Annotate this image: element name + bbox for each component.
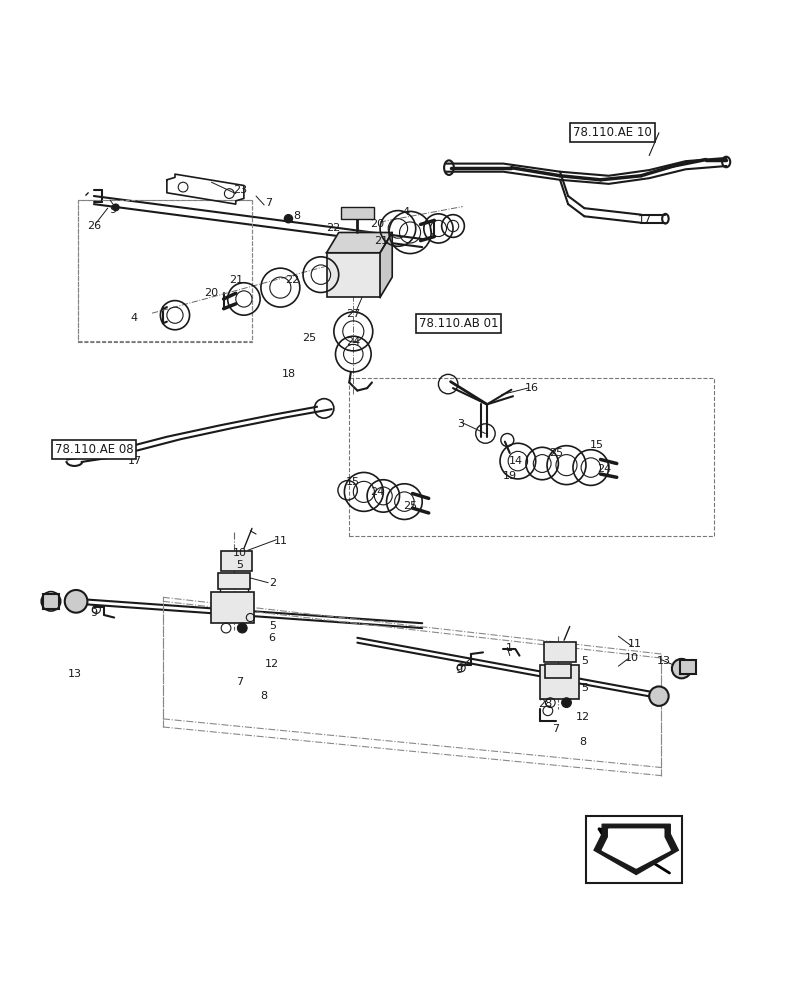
Text: 24: 24 (597, 464, 611, 474)
Text: 8: 8 (578, 737, 586, 747)
Text: 25: 25 (548, 448, 562, 458)
Text: 3: 3 (457, 419, 464, 429)
Bar (341, 207, 373, 219)
Text: 2: 2 (268, 578, 276, 588)
Text: 14: 14 (508, 456, 521, 466)
Text: 20: 20 (204, 288, 218, 298)
Text: 12: 12 (265, 659, 279, 669)
Text: 20: 20 (370, 219, 384, 229)
Text: 7: 7 (264, 198, 272, 208)
Text: 8: 8 (293, 211, 300, 221)
Bar (586, 816, 680, 883)
Text: 19: 19 (502, 471, 516, 481)
Text: 4: 4 (402, 207, 409, 217)
Bar (326, 253, 380, 297)
Circle shape (561, 698, 571, 708)
Bar (543, 642, 576, 662)
Text: 9: 9 (90, 608, 97, 618)
Text: 23: 23 (233, 185, 247, 195)
Text: 7: 7 (551, 724, 559, 734)
Text: 8: 8 (260, 691, 268, 701)
Text: 15: 15 (589, 440, 603, 450)
Text: 18: 18 (281, 369, 295, 379)
Text: 10: 10 (233, 548, 247, 558)
Text: 17: 17 (127, 456, 141, 466)
Circle shape (284, 215, 292, 223)
Text: 4: 4 (131, 313, 138, 323)
Bar (349, 378, 713, 536)
Circle shape (65, 590, 88, 613)
Text: 5: 5 (580, 683, 587, 693)
Text: 9: 9 (109, 205, 116, 215)
Bar (679, 660, 695, 674)
Text: 78.110.AE 08: 78.110.AE 08 (54, 443, 133, 456)
Text: 13: 13 (656, 656, 670, 666)
Polygon shape (602, 829, 669, 868)
Text: 5: 5 (236, 560, 243, 570)
Polygon shape (380, 232, 392, 297)
Text: 27: 27 (345, 309, 360, 319)
Text: 6: 6 (268, 633, 276, 643)
Text: 21: 21 (229, 275, 242, 285)
Text: 22: 22 (325, 223, 340, 233)
Polygon shape (594, 824, 677, 875)
Text: 78.110.AB 01: 78.110.AB 01 (418, 317, 498, 330)
Text: 22: 22 (285, 275, 299, 285)
Text: 15: 15 (345, 477, 360, 487)
Text: 28: 28 (538, 699, 551, 709)
Text: 11: 11 (273, 536, 287, 546)
Circle shape (671, 659, 690, 678)
Text: 13: 13 (68, 669, 82, 679)
Bar (217, 573, 250, 589)
Bar (539, 665, 578, 699)
Text: 11: 11 (627, 639, 641, 649)
Text: 12: 12 (575, 712, 589, 722)
Text: 24: 24 (370, 487, 384, 497)
Text: 10: 10 (624, 653, 637, 663)
Text: 5: 5 (580, 656, 587, 666)
Bar (211, 592, 253, 623)
Circle shape (648, 686, 667, 706)
Text: 16: 16 (524, 383, 538, 393)
Bar (78, 200, 251, 342)
Text: 24: 24 (345, 337, 360, 347)
Circle shape (113, 204, 119, 211)
Bar (221, 551, 251, 571)
Text: 25: 25 (402, 501, 417, 511)
Text: 5: 5 (268, 621, 276, 631)
Text: 1: 1 (505, 643, 513, 653)
Text: 78.110.AE 10: 78.110.AE 10 (573, 126, 651, 139)
Text: 7: 7 (236, 677, 243, 687)
Text: 26: 26 (87, 221, 101, 231)
Circle shape (237, 623, 247, 633)
Polygon shape (326, 232, 392, 253)
Text: 9: 9 (455, 665, 461, 675)
Text: 17: 17 (637, 215, 651, 225)
Bar (43, 594, 59, 609)
Text: 25: 25 (302, 333, 315, 343)
Bar (545, 664, 571, 678)
Text: 21: 21 (374, 236, 388, 246)
